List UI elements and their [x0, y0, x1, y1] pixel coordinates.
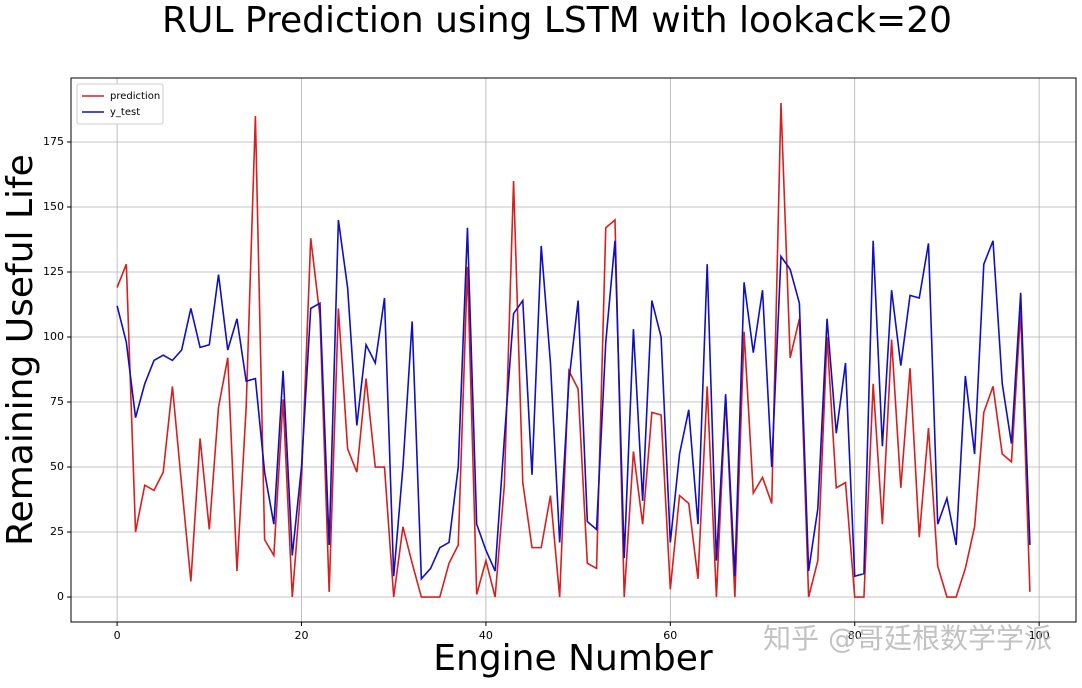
series-line: [116, 102, 1031, 598]
y-axis-label: Remaining Useful Life: [0, 154, 41, 546]
legend: prediction y_test: [76, 83, 164, 125]
y-tick-label: 175: [43, 135, 64, 148]
y-tick-label: 0: [57, 590, 64, 603]
legend-label: y_test: [110, 107, 140, 118]
x-tick-label: 20: [295, 629, 309, 642]
watermark: 知乎 @哥廷根数学学派: [763, 622, 1052, 655]
y-tick-label: 100: [43, 330, 64, 343]
y-tick-label: 125: [43, 265, 64, 278]
x-tick-label: 60: [663, 629, 677, 642]
y-tick-label: 50: [50, 460, 64, 473]
legend-box: [76, 83, 164, 125]
legend-label: prediction: [110, 91, 160, 102]
plot-frame: [70, 77, 1077, 623]
x-tick-label: 80: [848, 629, 862, 642]
series-line: [116, 219, 1031, 581]
x-axis-label: Engine Number: [433, 638, 713, 679]
x-tick-label: 40: [479, 629, 493, 642]
x-tick-label: 100: [1029, 629, 1050, 642]
x-tick-label: 0: [114, 629, 121, 642]
y-tick-label: 150: [43, 200, 64, 213]
y-tick-label: 25: [50, 525, 64, 538]
y-tick-label: 75: [50, 395, 64, 408]
chart-title: RUL Prediction using LSTM with lookack=2…: [162, 0, 952, 41]
